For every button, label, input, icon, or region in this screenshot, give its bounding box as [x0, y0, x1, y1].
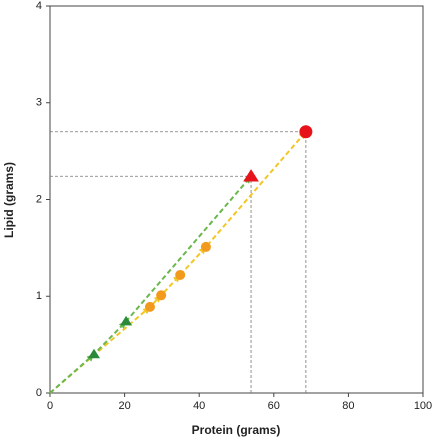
x-tick-label: 0: [47, 400, 53, 412]
point: [243, 169, 259, 182]
y-tick-label: 3: [36, 97, 42, 109]
x-tick-label: 20: [118, 400, 130, 412]
y-tick-label: 0: [36, 387, 42, 399]
x-tick-label: 80: [342, 400, 354, 412]
point: [144, 301, 155, 312]
point: [88, 348, 101, 359]
y-tick-label: 2: [36, 193, 42, 205]
point: [156, 290, 167, 301]
plot-frame: [49, 5, 424, 394]
x-tick-label: 60: [268, 400, 280, 412]
trend-line: [49, 175, 252, 394]
x-axis-label: Protein (grams): [192, 423, 281, 437]
x-tick-label: 40: [193, 400, 205, 412]
y-tick-label: 1: [36, 290, 42, 302]
point: [200, 241, 211, 252]
point: [299, 125, 313, 139]
x-tick-label: 100: [414, 400, 432, 412]
point: [175, 269, 186, 280]
point: [120, 315, 133, 326]
y-tick-label: 4: [36, 0, 42, 12]
y-axis-label: Lipid (grams): [2, 162, 16, 238]
trend-line: [49, 131, 307, 394]
